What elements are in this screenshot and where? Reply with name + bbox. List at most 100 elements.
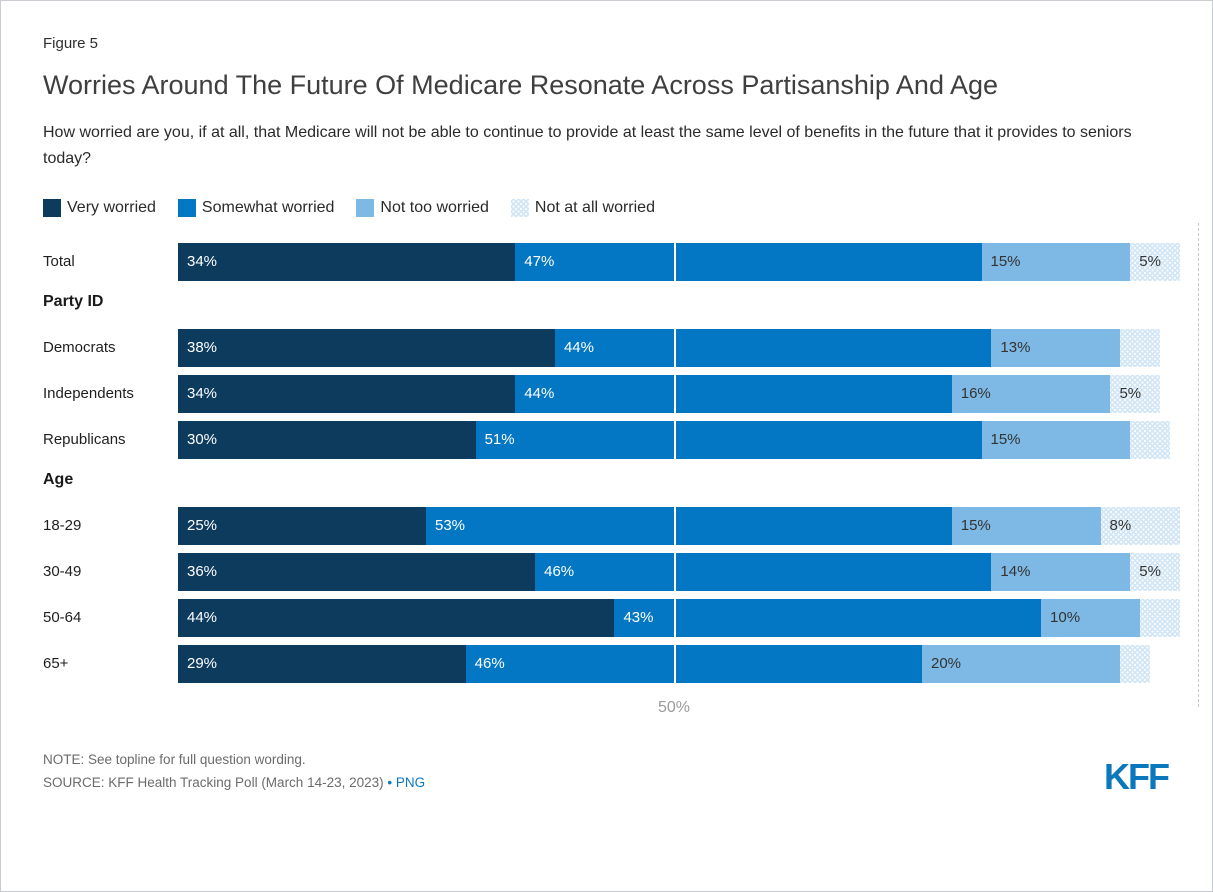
bar-segment-not-too-worried: 15% <box>981 242 1131 281</box>
segment-value-label: 34% <box>187 385 218 403</box>
bar-stack: 44% 43% 10% <box>178 598 1180 637</box>
bar-segment-very-worried: 30% <box>178 420 476 459</box>
segment-value-label: 44% <box>187 609 218 627</box>
row-label: Republicans <box>43 431 126 449</box>
bar-segment-very-worried: 44% <box>178 598 615 637</box>
legend-swatch <box>177 198 196 217</box>
source-bullet: • <box>387 774 396 790</box>
bar-segment-somewhat-worried: 46% <box>465 644 922 683</box>
segment-value-label: 46% <box>544 563 575 581</box>
row-label: 30-49 <box>43 563 82 581</box>
bar-segment-not-at-all-worried <box>1130 420 1170 459</box>
bar-stack: 29% 46% 20% <box>178 644 1170 683</box>
chart: Total 34% 47% 15% 5% Party ID Democrats 38% 44% 1… <box>43 222 1199 721</box>
bar-stack: 34% 47% 15% 5% <box>178 242 1180 281</box>
source-text: SOURCE: KFF Health Tracking Poll (March … <box>43 772 425 795</box>
group-header-age: Age <box>43 470 74 488</box>
bar-segment-not-too-worried: 14% <box>991 552 1131 591</box>
bar-segment-somewhat-worried: 44% <box>515 374 952 413</box>
bar-stack: 34% 44% 16% 5% <box>178 374 1170 413</box>
row-label: 65+ <box>43 655 69 673</box>
legend-swatch <box>43 198 61 217</box>
bar-segment-somewhat-worried: 51% <box>475 420 982 459</box>
row-label: Democrats <box>43 339 116 357</box>
segment-value-label: 34% <box>187 253 218 271</box>
legend-label: Not too worried <box>380 198 489 216</box>
bar-segment-somewhat-worried: 47% <box>515 242 982 281</box>
axis-tick-50: 50% <box>657 698 691 716</box>
legend-item: Somewhat worried <box>177 198 335 217</box>
bar-segment-somewhat-worried: 44% <box>554 328 992 367</box>
group-header-party-id: Party ID <box>43 292 104 310</box>
segment-value-label: 36% <box>187 563 218 581</box>
bar-segment-not-too-worried: 13% <box>991 328 1121 367</box>
row-label: 18-29 <box>43 517 82 535</box>
bar-segment-not-at-all-worried <box>1140 598 1180 637</box>
chart-row-independents: Independents 34% 44% 16% 5% <box>43 374 1170 413</box>
segment-value-label: 10% <box>1050 609 1081 627</box>
bar-segment-somewhat-worried: 43% <box>614 598 1042 637</box>
bar-segment-not-too-worried: 10% <box>1041 598 1141 637</box>
source-prefix: SOURCE: KFF Health Tracking Poll (March … <box>43 774 388 790</box>
bar-segment-very-worried: 38% <box>178 328 555 367</box>
chart-row-republicans: Republicans 30% 51% 15% <box>43 420 1170 459</box>
segment-value-label: 20% <box>930 655 962 673</box>
segment-value-label: 53% <box>435 517 466 535</box>
segment-value-label: 38% <box>187 339 218 357</box>
kff-logo: KFF <box>1104 755 1170 797</box>
chart-row-total: Total 34% 47% 15% 5% <box>43 242 1180 281</box>
segment-value-label: 5% <box>1139 563 1161 581</box>
segment-value-label: 16% <box>960 385 991 403</box>
segment-value-label: 25% <box>187 517 218 535</box>
legend-item: Not too worried <box>356 198 489 217</box>
row-label: 50-64 <box>43 609 82 627</box>
segment-value-label: 29% <box>187 655 218 673</box>
bar-segment-not-at-all-worried: 8% <box>1100 506 1180 545</box>
legend-label: Somewhat worried <box>201 198 335 216</box>
legend-swatch <box>356 198 375 217</box>
segment-value-label: 46% <box>474 655 505 673</box>
chart-row-18-29: 18-29 25% 53% 15% 8% <box>43 506 1180 545</box>
bar-segment-not-at-all-worried <box>1120 644 1151 683</box>
bar-segment-not-too-worried: 15% <box>981 420 1131 459</box>
bar-stack: 30% 51% 15% <box>178 420 1170 459</box>
bar-segment-not-at-all-worried <box>1120 328 1161 367</box>
segment-value-label: 15% <box>990 431 1021 449</box>
gridline-right-edge <box>1197 222 1199 707</box>
legend-item: Not at all worried <box>510 198 655 217</box>
segment-value-label: 8% <box>1109 517 1132 535</box>
chart-row-50-64: 50-64 44% 43% 10% <box>43 598 1180 637</box>
segment-value-label: 44% <box>524 385 555 403</box>
segment-value-label: 5% <box>1139 253 1161 271</box>
segment-value-label: 43% <box>623 609 654 627</box>
legend: Very worried Somewhat worried Not too worr… <box>43 198 1170 217</box>
legend-label: Very worried <box>67 198 156 216</box>
row-label: Independents <box>43 385 134 403</box>
bar-segment-not-at-all-worried: 5% <box>1110 374 1161 413</box>
page-title: Worries Around The Future Of Medicare Re… <box>43 70 999 100</box>
bar-stack: 36% 46% 14% 5% <box>178 552 1180 591</box>
bar-stack: 25% 53% 15% 8% <box>178 506 1180 545</box>
legend-item: Very worried <box>43 198 156 217</box>
row-label: Total <box>43 253 75 271</box>
bar-segment-very-worried: 25% <box>178 506 426 545</box>
png-download-link[interactable]: PNG <box>395 774 426 790</box>
bar-segment-very-worried: 36% <box>178 552 536 591</box>
bar-segment-very-worried: 34% <box>178 374 516 413</box>
bar-segment-not-too-worried: 20% <box>921 644 1121 683</box>
chart-rows: Total 34% 47% 15% 5% Party ID Democrats 38% 44% 1… <box>43 222 1199 707</box>
chart-row-30-49: 30-49 36% 46% 14% 5% <box>43 552 1180 591</box>
bar-stack: 38% 44% 13% <box>178 328 1170 367</box>
bar-segment-very-worried: 29% <box>178 644 466 683</box>
footnotes: NOTE: See topline for full question word… <box>43 749 425 795</box>
segment-value-label: 51% <box>484 431 515 449</box>
note-text: NOTE: See topline for full question word… <box>43 751 306 767</box>
chart-row-democrats: Democrats 38% 44% 13% <box>43 328 1170 367</box>
bar-segment-somewhat-worried: 46% <box>535 552 992 591</box>
bar-segment-not-at-all-worried: 5% <box>1130 242 1180 281</box>
legend-label: Not at all worried <box>534 198 655 216</box>
x-axis: 50% <box>178 691 1170 721</box>
chart-subtitle-question: How worried are you, if at all, that Med… <box>43 123 1132 168</box>
bar-segment-somewhat-worried: 53% <box>426 506 952 545</box>
